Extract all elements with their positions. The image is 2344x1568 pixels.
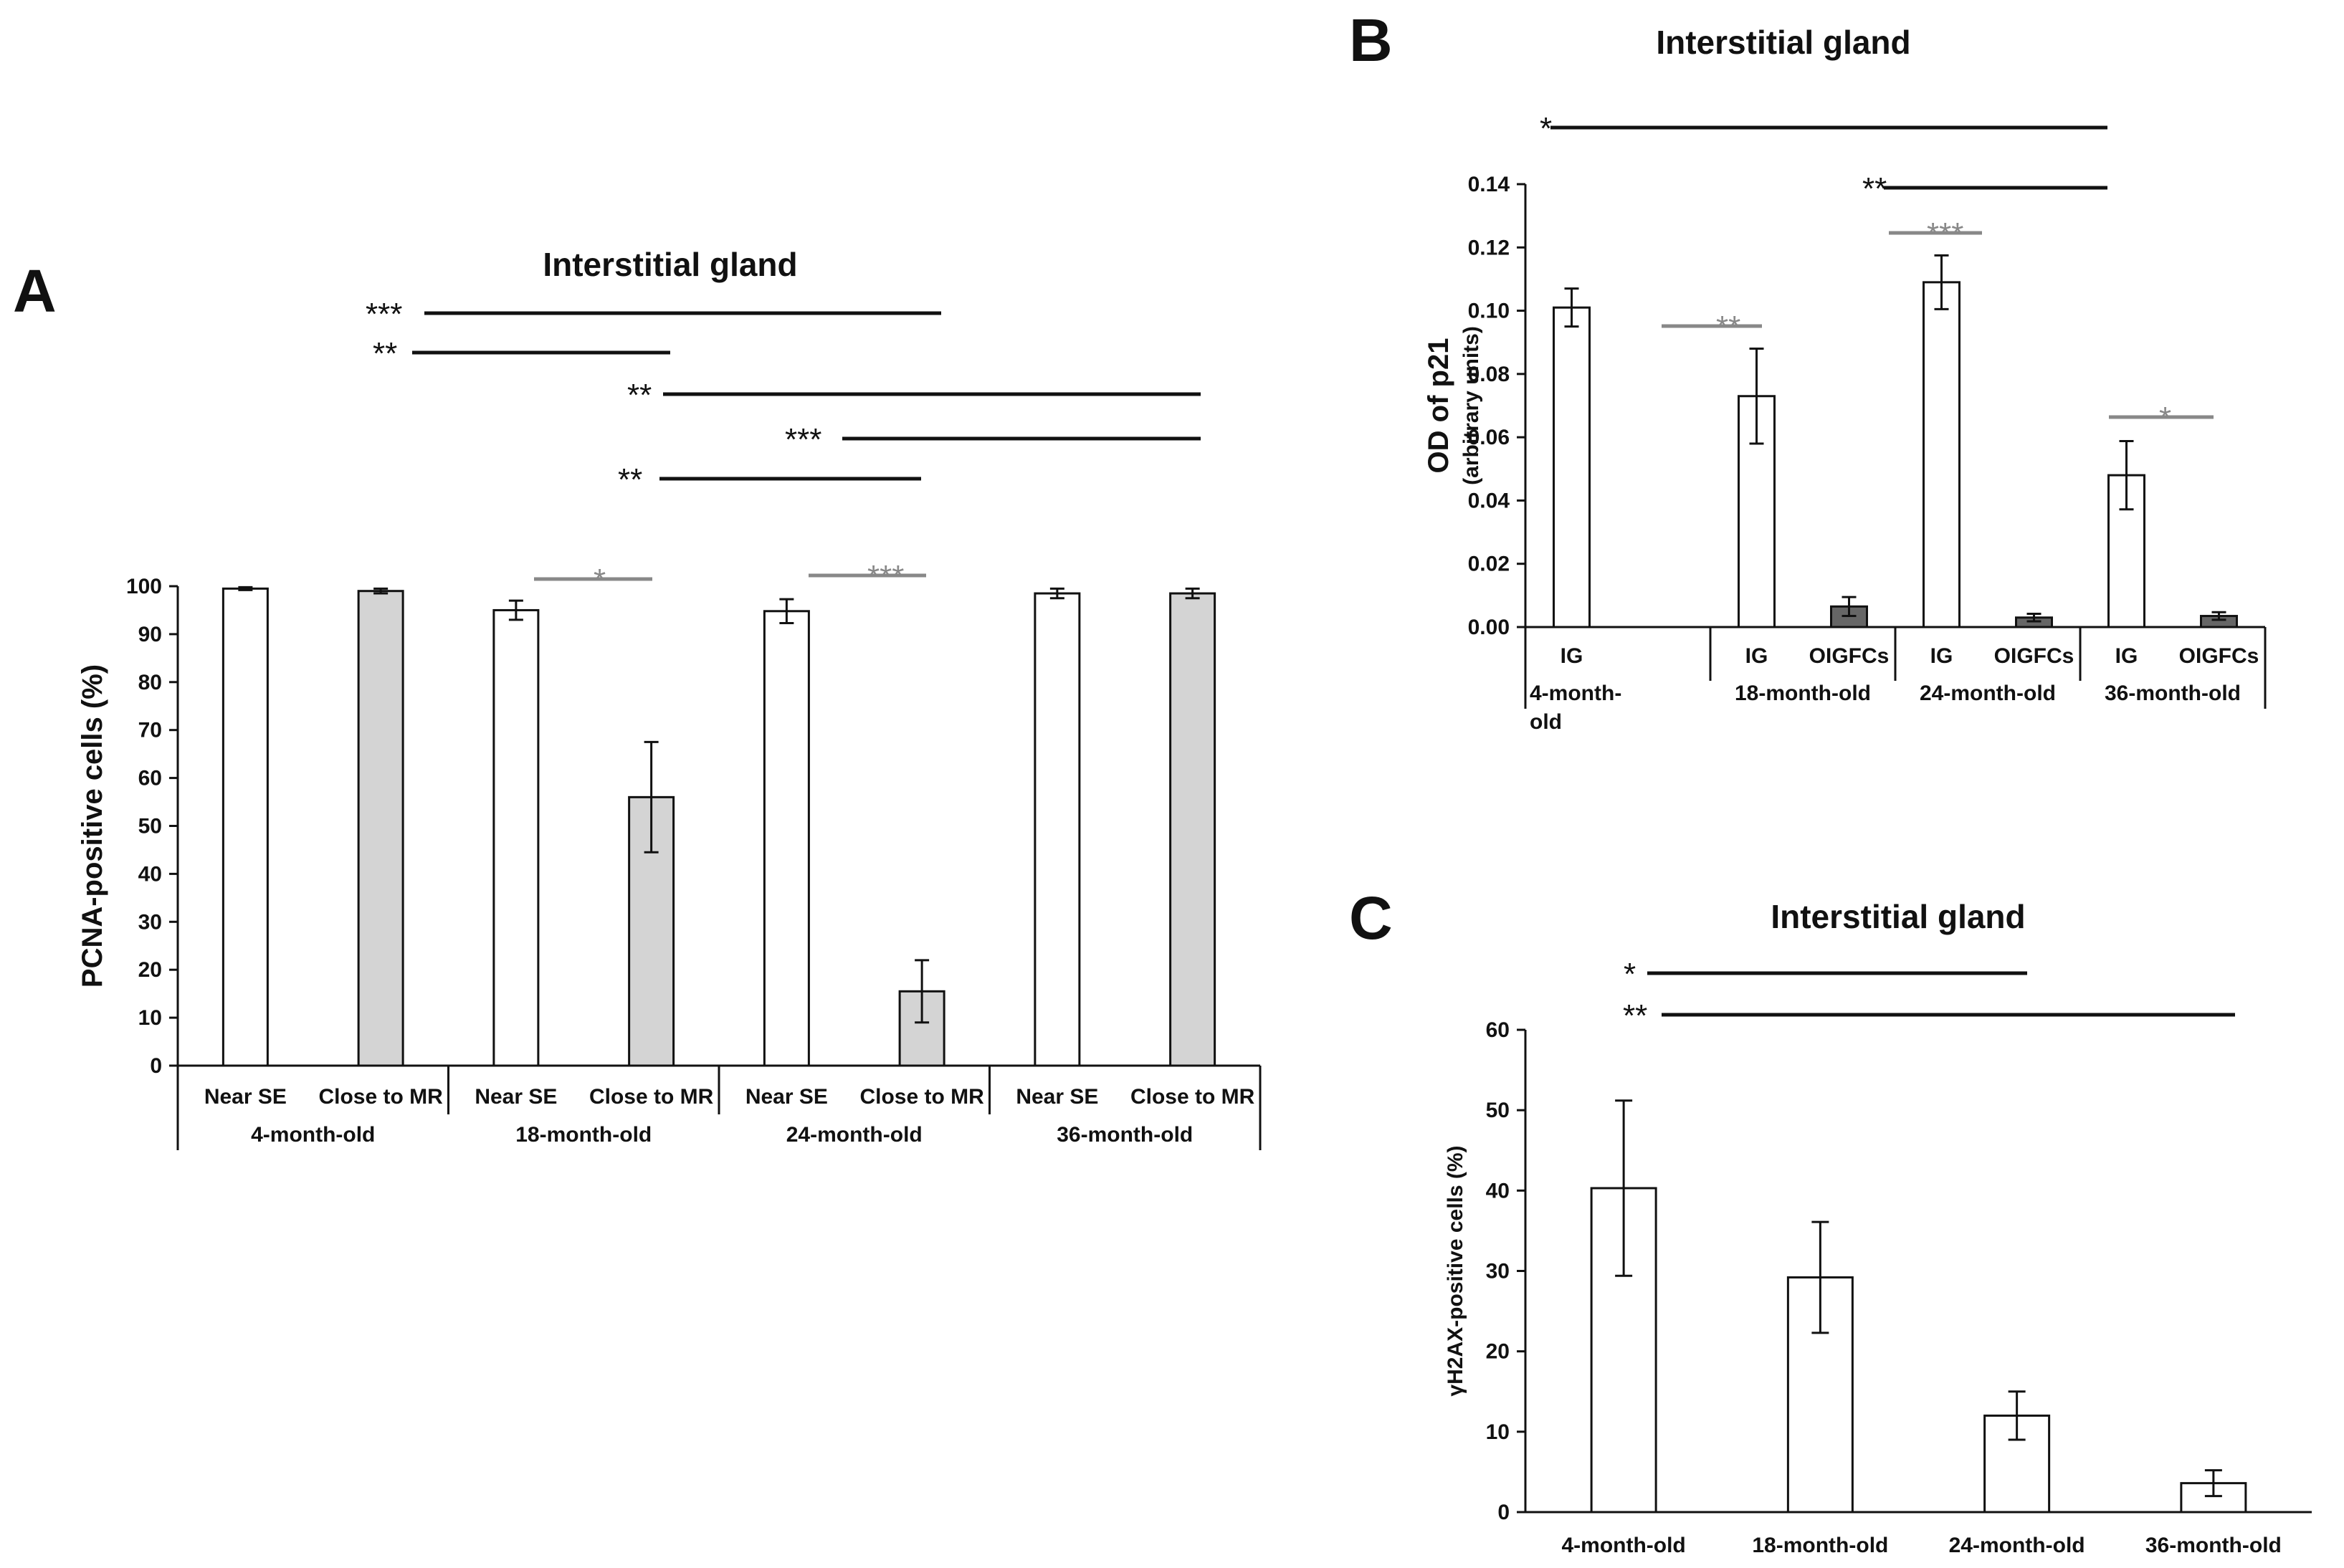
panel-a-title: Interstitial gland [543,246,797,283]
panel-c-ytick-label: 30 [1486,1260,1510,1283]
panel-a-significance-stars: ** [373,336,397,371]
panel-b-significance-stars: * [1540,111,1552,146]
panel-a-group-label: 4-month-old [251,1123,375,1147]
panel-c-category-label: 18-month-old [1752,1534,1888,1557]
panel-c-category-label: 24-month-old [1949,1534,2085,1557]
panel-b-bar [1553,306,1591,628]
panel-b-category-label: OIGFCs [2179,644,2259,668]
panel-c-category-label: 36-month-old [2145,1534,2282,1557]
panel-b-significance-stars: ** [1862,171,1887,206]
panel-b-group-label: 24-month-old [1920,682,2056,705]
panel-a-letter: A [13,257,57,325]
chart-c: Interstitial gland γH2AX-positive cells (… [1444,898,2312,1557]
panel-a-group-label: 36-month-old [1057,1123,1193,1147]
panel-c-ytick-label: 60 [1486,1018,1510,1042]
panel-a-ytick-label: 100 [126,575,162,598]
panel-a-category-label: Near SE [204,1085,287,1109]
chart-a: Interstitial gland PCNA-positive cells (%… [77,246,1262,1150]
panel-c-ytick-label: 0 [1497,1501,1510,1524]
panel-b-ylabel: OD of p21 [1423,338,1454,474]
panel-a-ytick-label: 10 [138,1006,162,1030]
panel-a-ytick-label: 0 [150,1054,162,1078]
panel-a-bar [357,590,404,1067]
panel-a-bar [1169,592,1216,1067]
panel-a-ytick-label: 70 [138,719,162,742]
panel-b-group-label: 4-month- [1530,682,1621,705]
panel-a-significance-stars: ** [618,462,642,497]
panel-b-ytick-label: 0.00 [1468,616,1510,639]
panel-a-group-label: 24-month-old [786,1123,923,1147]
panel-b-ytick-label: 0.06 [1468,426,1510,449]
panel-c-title: Interstitial gland [1771,898,2025,935]
panel-a-significance-stars: * [594,563,606,598]
panel-a-significance-stars: *** [366,297,402,332]
panel-a-category-label: Near SE [745,1085,828,1109]
panel-a-significance-stars: ** [627,378,652,413]
panel-b-category-label: IG [1930,644,1953,668]
panel-b-group-label: 36-month-old [2105,682,2241,705]
panel-b-group-label: 18-month-old [1735,682,1871,705]
panel-a-bar [492,608,540,1067]
panel-a-ytick-label: 60 [138,767,162,790]
panel-a-bar [221,587,269,1067]
panel-a-ytick-label: 20 [138,958,162,982]
panel-b-title: Interstitial gland [1656,24,1910,61]
panel-b-ytick-label: 0.10 [1468,300,1510,323]
panel-b-ytick-label: 0.14 [1468,173,1510,196]
panel-a-significance-stars: *** [867,559,904,594]
panel-b-group-label: old [1530,710,1562,734]
panel-a-category-label: Close to MR [859,1085,984,1109]
panel-a-category-label: Near SE [475,1085,557,1109]
panel-a-category-label: Close to MR [589,1085,714,1109]
panel-a-ytick-label: 40 [138,862,162,886]
chart-b: Interstitial gland OD of p21 (arbitrary un… [1423,24,2267,734]
panel-a-category-label: Close to MR [318,1085,443,1109]
panel-a-ytick-label: 80 [138,671,162,694]
panel-b-category-label: IG [2115,644,2138,668]
panel-b-ylabel-sub: (arbitrary units) [1459,326,1483,485]
panel-a-group-label: 18-month-old [515,1123,652,1147]
panel-a-category-label: Near SE [1016,1085,1098,1109]
panel-b-significance-stars: ** [1716,310,1740,345]
panel-c-letter: C [1349,884,1393,952]
panel-a-ytick-label: 90 [138,623,162,646]
panel-b-significance-stars: * [2159,401,2171,436]
panel-b-letter: B [1349,6,1393,74]
panel-b-category-label: IG [1561,644,1583,668]
panel-b-ytick-label: 0.08 [1468,363,1510,386]
panel-b-ytick-label: 0.04 [1468,489,1510,512]
panel-a-bar [1034,592,1081,1067]
panel-b-category-label: IG [1745,644,1768,668]
panel-c-ytick-label: 40 [1486,1179,1510,1203]
panel-c-ytick-label: 50 [1486,1099,1510,1122]
panel-a-ytick-label: 50 [138,815,162,838]
panel-b-significance-stars: *** [1927,216,1963,252]
panel-b-category-label: OIGFCs [1994,644,2074,668]
panel-a-bar [898,990,945,1067]
panel-a-category-label: Close to MR [1130,1085,1255,1109]
panel-c-ytick-label: 20 [1486,1340,1510,1364]
panel-a-significance-stars: *** [785,422,821,457]
panel-b-category-label: OIGFCs [1809,644,1890,668]
panel-b-ytick-label: 0.02 [1468,553,1510,576]
panel-b-ytick-label: 0.12 [1468,236,1510,259]
panel-c-category-label: 4-month-old [1561,1534,1685,1557]
panel-a-ylabel: PCNA-positive cells (%) [77,664,108,988]
panel-c-significance-stars: ** [1623,998,1647,1033]
panel-c-ytick-label: 10 [1486,1420,1510,1444]
panel-a-bar [763,610,810,1067]
panel-a-ytick-label: 30 [138,910,162,934]
panel-c-significance-stars: * [1624,957,1636,992]
panel-b-bar [1923,281,1961,628]
panel-c-ylabel: γH2AX-positive cells (%) [1444,1145,1467,1396]
